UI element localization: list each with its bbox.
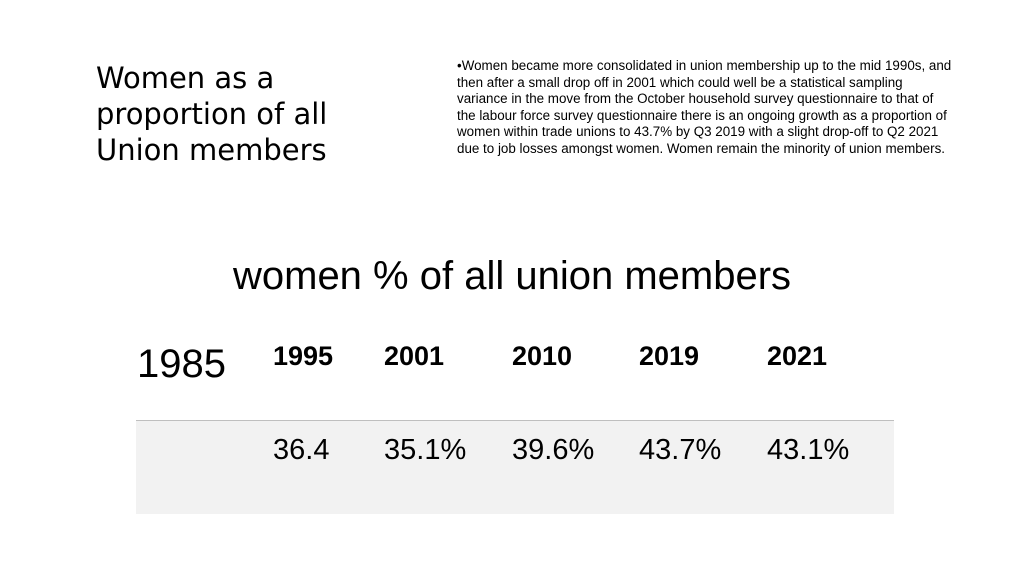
table-cell: 2021	[767, 341, 828, 371]
table-row	[136, 420, 894, 514]
table-cell: 43.7%	[639, 434, 722, 466]
table-cell: 2010	[512, 341, 573, 371]
bullet-note: Women became more consolidated in union …	[457, 58, 952, 158]
table-title: women % of all union members	[232, 254, 792, 298]
slide-title: Women as a proportion of all Union membe…	[96, 61, 328, 167]
table-cell: 36.4	[273, 434, 330, 466]
table-cell: 35.1%	[384, 434, 467, 466]
table-cell: 2019	[639, 341, 700, 371]
table-cell: 1995	[273, 341, 334, 371]
table-cell: 43.1%	[767, 434, 850, 466]
table-cell: 2001	[384, 341, 445, 371]
table-cell: 39.6%	[512, 434, 595, 466]
table-cell: 1985	[137, 342, 226, 386]
